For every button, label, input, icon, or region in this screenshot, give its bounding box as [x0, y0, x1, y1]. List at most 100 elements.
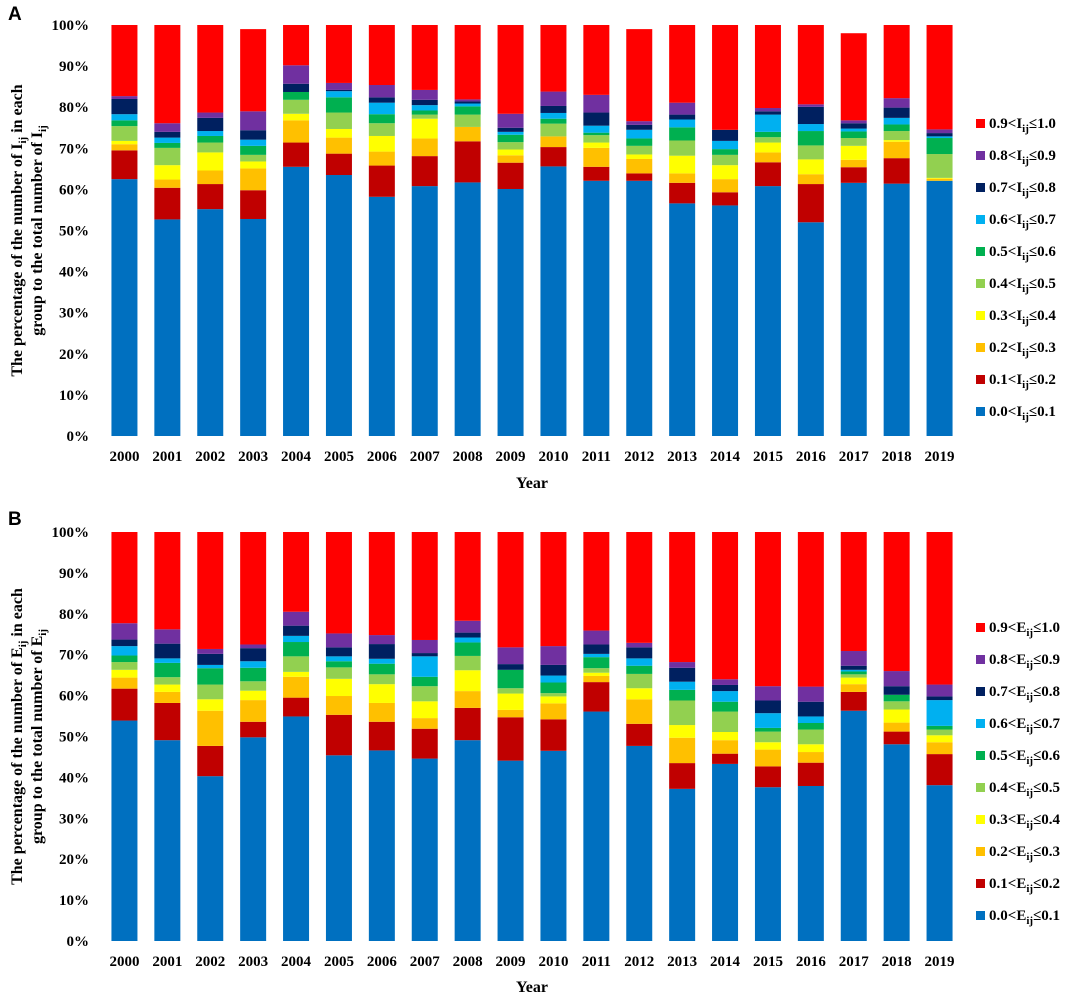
bar-segment: [883, 686, 910, 695]
bar-segment: [797, 744, 824, 753]
bar-segment: [583, 532, 610, 631]
bar-segment: [283, 676, 310, 698]
bar-segment: [325, 82, 352, 90]
bar-segment: [111, 720, 138, 941]
x-tick-label: 2009: [496, 954, 526, 970]
bar-segment: [497, 127, 524, 132]
y-tick-label: 100%: [52, 525, 90, 541]
bar-segment: [840, 674, 867, 678]
bar-segment: [883, 744, 910, 941]
bar-segment: [197, 648, 224, 654]
legend-swatch: [976, 719, 985, 728]
bar-segment: [883, 731, 910, 745]
x-tick-label: 2002: [195, 954, 225, 970]
bar-segment: [325, 696, 352, 715]
bar-segment: [840, 710, 867, 941]
bar-segment: [540, 696, 567, 704]
bar-segment: [626, 124, 653, 130]
bar-segment: [840, 145, 867, 160]
bar-segment: [154, 658, 181, 663]
bar-segment: [154, 147, 181, 166]
bar-segment: [669, 119, 696, 128]
bar-segment: [754, 787, 781, 941]
legend-swatch: [976, 687, 985, 696]
bar-segment: [111, 120, 138, 127]
bar-segment: [797, 686, 824, 702]
bar-segment: [583, 132, 610, 136]
bar-segment: [111, 144, 138, 151]
y-tick-label: 40%: [59, 770, 89, 786]
bar-segment: [325, 153, 352, 176]
x-tick-label: 2004: [281, 954, 312, 970]
bar-segment: [883, 98, 910, 108]
bar-segment: [368, 750, 395, 941]
bar-segment: [240, 161, 267, 169]
bar-segment: [283, 611, 310, 626]
bar-segment: [154, 131, 181, 138]
bar-segment: [883, 671, 910, 687]
bar-segment: [583, 668, 610, 673]
bar-segment: [497, 693, 524, 710]
x-tick-label: 2012: [624, 449, 654, 465]
bar-segment: [754, 713, 781, 728]
x-tick-label: 2002: [195, 449, 225, 465]
bar-segment: [154, 684, 181, 692]
bar-segment: [368, 123, 395, 136]
x-tick-label: 2006: [367, 449, 398, 465]
bar-segment: [926, 696, 953, 701]
bar-segment: [797, 716, 824, 723]
bar-segment: [797, 159, 824, 175]
bar-segment: [540, 118, 567, 124]
y-tick-label: 0%: [67, 934, 90, 950]
bar-segment: [325, 97, 352, 113]
bar-segment: [454, 182, 481, 436]
legend-label: 0.2<Eij≤0.3: [989, 844, 1060, 863]
bar-segment: [797, 106, 824, 125]
bar-segment: [626, 158, 653, 174]
bar-segment: [754, 766, 781, 788]
bar-segment: [754, 131, 781, 138]
legend-swatch: [976, 183, 985, 192]
y-tick-label: 40%: [59, 265, 89, 281]
bar-segment: [325, 137, 352, 154]
legend-swatch: [976, 407, 985, 416]
y-tick-label: 100%: [52, 18, 90, 34]
bar-segment: [154, 187, 181, 220]
x-tick-label: 2014: [710, 954, 741, 970]
bar-segment: [197, 684, 224, 700]
bar-segment: [797, 25, 824, 105]
x-tick-label: 2007: [410, 954, 441, 970]
bar-segment: [197, 184, 224, 210]
bar-segment: [883, 694, 910, 702]
bar-segment: [197, 209, 224, 436]
bar-segment: [669, 763, 696, 789]
bar-segment: [926, 133, 953, 137]
bar-segment: [454, 114, 481, 127]
bar-segment: [669, 25, 696, 103]
bar-segment: [454, 632, 481, 638]
bar-segment: [754, 731, 781, 743]
bar-segment: [883, 709, 910, 723]
bar-segment: [325, 112, 352, 129]
x-tick-label: 2017: [839, 954, 870, 970]
bar-segment: [240, 139, 267, 146]
bar-segment: [325, 91, 352, 98]
bar-segment: [840, 120, 867, 124]
bar-segment: [540, 693, 567, 697]
bar-segment: [111, 179, 138, 437]
bar-segment: [283, 91, 310, 100]
legend-label: 0.1<Eij≤0.2: [989, 876, 1060, 895]
bar-segment: [669, 114, 696, 120]
bar-segment: [669, 155, 696, 174]
y-tick-label: 70%: [59, 141, 89, 157]
bar-segment: [926, 729, 953, 736]
bar-segment: [583, 142, 610, 148]
bar-segment: [283, 656, 310, 672]
bar-segment: [240, 648, 267, 662]
legend-swatch: [976, 151, 985, 160]
x-tick-label: 2013: [667, 449, 697, 465]
bar-segment: [883, 701, 910, 710]
bar-segment: [669, 203, 696, 436]
bar-segment: [454, 126, 481, 142]
